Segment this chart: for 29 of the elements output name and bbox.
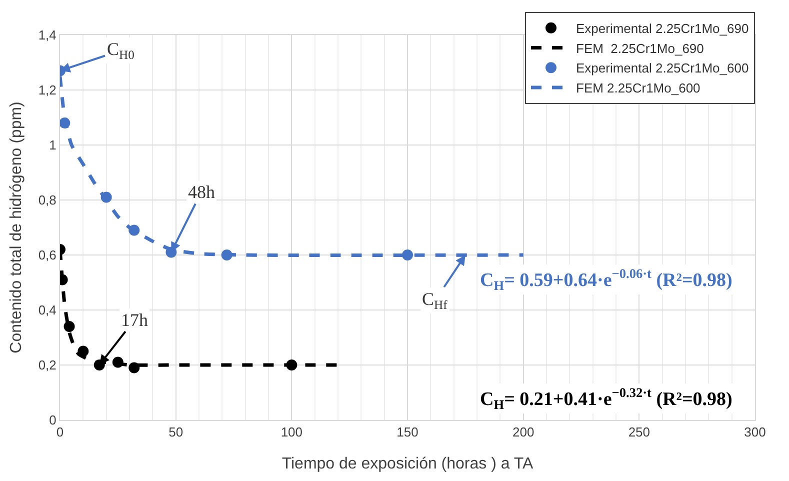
y-tick-label: 1: [49, 138, 56, 153]
legend-label: FEM 2.25Cr1Mo_690: [576, 40, 704, 56]
point: [128, 362, 140, 374]
x-tick-label: 50: [168, 424, 184, 440]
x-tick-label: 100: [280, 424, 303, 440]
legend-label: Experimental 2.25Cr1Mo_600: [576, 60, 749, 76]
annotation: C$_{H0}$: [107, 39, 134, 62]
annotation: C$_{H}$= 0.21+0.41·e$^{−0.32·t}$ (R²=0.98): [480, 385, 732, 412]
x-tick-label: 150: [396, 424, 418, 440]
point: [64, 321, 75, 332]
point: [402, 250, 413, 260]
annotation: 48h: [188, 182, 215, 202]
y-tick-label: 0,8: [38, 192, 56, 208]
y-tick-label: 1,2: [38, 82, 56, 98]
y-tick-label: 0,6: [38, 248, 56, 263]
legend-label: Experimental 2.25Cr1Mo_690: [576, 20, 749, 36]
annotation: C$_{H}$= 0.59+0.64·e$^{−0.06·t}$ (R²=0.98): [480, 266, 732, 293]
y-tick-label: 0,4: [38, 302, 56, 318]
legend-label: FEM 2.25Cr1Mo_600: [576, 80, 700, 96]
y-tick-label: 0,2: [38, 358, 56, 373]
annotation: C$_{Hf}$: [422, 289, 448, 312]
y-axis-title: Contenido total de hidrógeno (ppm): [8, 102, 26, 354]
y-tick-label: 1,4: [38, 28, 56, 43]
x-tick-label: 250: [628, 424, 650, 440]
annotation: 17h: [121, 310, 148, 330]
y-tick-label: 0: [49, 412, 56, 428]
x-tick-label: 300: [744, 424, 766, 440]
x-axis-title: Tiempo de exposición (horas ) a TA: [282, 455, 534, 472]
x-tick-label: 200: [512, 424, 534, 440]
